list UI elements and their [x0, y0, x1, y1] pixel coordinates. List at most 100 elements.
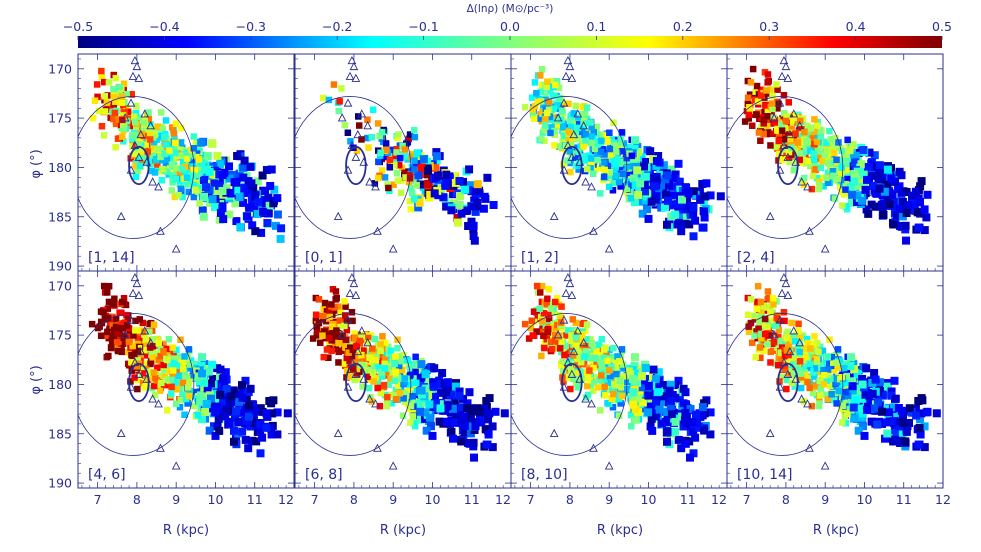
heatmap-cell — [769, 105, 776, 112]
heatmap-cell — [381, 355, 389, 363]
heatmap-cell — [374, 174, 382, 182]
heatmap-cell — [110, 115, 117, 123]
heatmap-cell — [135, 141, 143, 148]
large-ellipse — [295, 96, 412, 239]
triangle-marker — [783, 73, 793, 82]
heatmap-cell — [471, 207, 480, 216]
heatmap-cell — [570, 327, 578, 334]
heatmap-cell — [89, 114, 97, 122]
heatmap-cell — [850, 177, 859, 186]
heatmap-cell — [610, 390, 617, 398]
heatmap-cell — [604, 163, 612, 170]
heatmap-cell — [640, 162, 648, 171]
heatmap-cell — [142, 336, 149, 343]
heatmap-cell — [414, 203, 423, 212]
heatmap-cell — [667, 410, 676, 419]
heatmap-cell — [356, 337, 364, 345]
panel: [2, 4] — [726, 53, 944, 272]
heatmap-cell — [94, 324, 102, 332]
heatmap-cell — [698, 403, 707, 412]
heatmap-cell — [596, 345, 603, 353]
heatmap-cell — [201, 408, 210, 416]
heatmap-cell — [593, 123, 600, 131]
heatmap-cell — [829, 153, 836, 161]
triangle-marker — [363, 121, 373, 130]
heatmap-cell — [205, 167, 214, 176]
heatmap-cell — [213, 403, 222, 412]
heatmap-cell — [552, 337, 559, 344]
heatmap-cell — [902, 209, 911, 217]
heatmap-cell — [565, 128, 573, 136]
heatmap-cell — [810, 150, 817, 157]
heatmap-cell — [618, 129, 626, 136]
heatmap-cell — [166, 147, 173, 154]
heatmap-cell — [574, 135, 582, 142]
heatmap-cell — [745, 323, 752, 330]
triangle-marker — [142, 374, 152, 383]
heatmap-cell — [583, 382, 591, 390]
heatmap-cell — [700, 192, 709, 201]
heatmap-cell — [319, 332, 326, 339]
heatmap-cell — [203, 384, 212, 393]
heatmap-cell — [409, 360, 417, 368]
heatmap-cell — [240, 184, 249, 193]
heatmap-cell — [315, 296, 323, 303]
heatmap-cell — [225, 419, 234, 428]
heatmap-cell — [413, 149, 422, 158]
heatmap-cell — [160, 348, 167, 355]
heatmap-cell — [335, 107, 342, 115]
heatmap-cell — [892, 428, 901, 437]
triangle-marker — [373, 443, 382, 452]
triangle-marker — [563, 55, 573, 65]
heatmap-cell — [834, 175, 842, 183]
triangle-marker — [371, 399, 380, 408]
heatmap-cell — [341, 298, 348, 305]
heatmap-cell — [780, 92, 788, 99]
triangle-marker — [575, 374, 585, 383]
heatmap-cell — [235, 193, 244, 202]
triangle-marker — [134, 152, 144, 161]
heatmap-cell — [744, 100, 752, 107]
heatmap-cell — [457, 403, 466, 412]
heatmap-cell — [914, 440, 923, 449]
triangle-marker — [563, 357, 573, 366]
heatmap-cell — [608, 386, 616, 393]
heatmap-cell — [754, 334, 761, 342]
heatmap-cell — [416, 373, 425, 382]
heatmap-cell — [154, 161, 161, 168]
heatmap-cell — [108, 344, 115, 352]
heatmap-cell — [130, 332, 137, 339]
heatmap-cell — [182, 163, 189, 170]
colorbar-tick-label: 0.0 — [500, 19, 520, 34]
heatmap-cell — [841, 360, 849, 368]
heatmap-cell — [386, 156, 394, 163]
heatmap-cell — [538, 352, 545, 360]
heatmap-cell — [875, 161, 884, 170]
colorbar-tick-label: −0.2 — [322, 19, 352, 34]
heatmap-cell — [540, 332, 547, 339]
heatmap-cell — [183, 149, 191, 156]
heatmap-cell — [482, 440, 491, 449]
heatmap-cell — [587, 155, 595, 162]
heatmap-cell — [473, 202, 482, 211]
heatmap-cell — [172, 139, 179, 146]
x-tick-label: 12 — [278, 492, 294, 507]
heatmap-cell — [537, 97, 545, 105]
heatmap-cell — [590, 364, 597, 372]
heatmap-cell — [132, 110, 140, 117]
heatmap-cell — [895, 205, 904, 213]
heatmap-cell — [366, 354, 373, 361]
heatmap-cell — [641, 172, 650, 181]
triangle-marker — [347, 140, 357, 149]
heatmap-cell — [183, 155, 191, 162]
heatmap-cell — [415, 415, 424, 424]
heatmap-cell — [883, 165, 892, 174]
heatmap-cell — [782, 117, 790, 125]
heatmap-cell — [916, 430, 925, 439]
heatmap-cell — [133, 363, 141, 370]
heatmap-cell — [628, 423, 635, 430]
heatmap-cell — [853, 191, 862, 200]
heatmap-cell — [533, 90, 540, 97]
heatmap-cell — [154, 382, 161, 389]
triangle-marker — [775, 165, 785, 174]
